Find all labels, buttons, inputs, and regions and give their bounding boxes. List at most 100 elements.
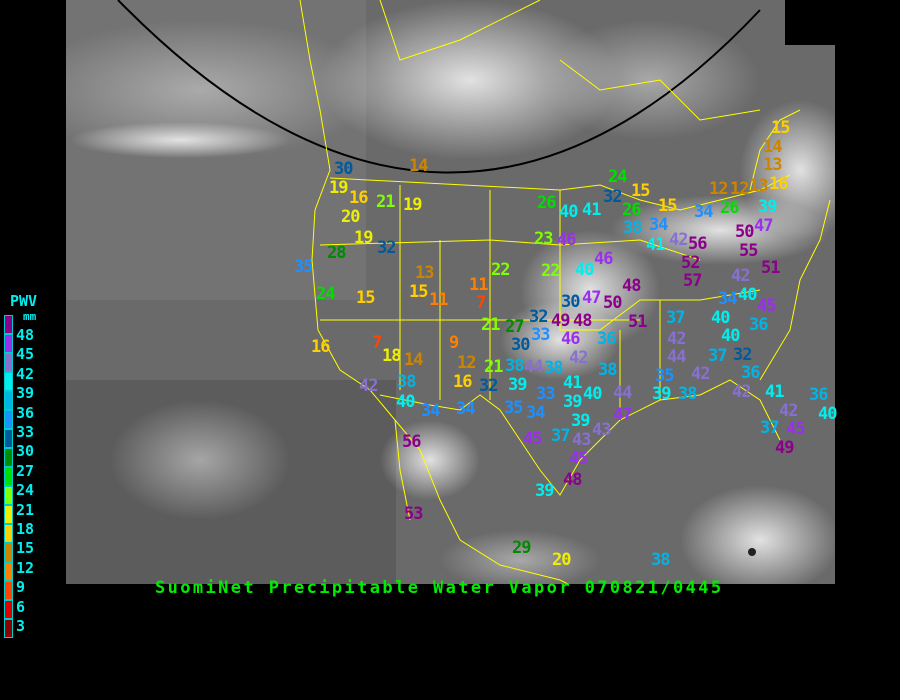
- station-pwv-label: 7: [372, 333, 382, 353]
- station-pwv-label: 46: [594, 249, 614, 269]
- station-pwv-label: 43: [572, 430, 592, 450]
- station-pwv-label: 32: [479, 376, 499, 396]
- station-pwv-label: 48: [622, 276, 642, 296]
- station-pwv-label: 52: [681, 253, 701, 273]
- station-pwv-label: 45: [786, 419, 806, 439]
- station-pwv-label: 47: [582, 288, 602, 308]
- station-pwv-label: 39: [758, 197, 778, 217]
- station-pwv-label: 24: [316, 284, 336, 304]
- station-pwv-label: 13: [749, 176, 769, 196]
- station-pwv-label: 42: [691, 364, 711, 384]
- station-pwv-label: 38: [623, 218, 643, 238]
- colorbar-swatch: [4, 561, 13, 581]
- station-pwv-label: 38: [651, 550, 671, 570]
- colorbar-swatch: [4, 314, 13, 334]
- station-pwv-label: 32: [603, 187, 623, 207]
- station-pwv-label: 18: [382, 346, 402, 366]
- legend-label: 48: [16, 326, 35, 344]
- station-pwv-label: 42: [667, 329, 687, 349]
- station-pwv-label: 45: [523, 429, 543, 449]
- station-pwv-label: 9: [449, 333, 459, 353]
- station-pwv-label: 42: [779, 401, 799, 421]
- station-pwv-label: 42: [359, 376, 379, 396]
- legend-label: 21: [16, 500, 35, 519]
- station-pwv-label: 43: [592, 420, 612, 440]
- station-pwv-label: 20: [341, 207, 361, 227]
- station-pwv-label: 30: [561, 292, 581, 312]
- station-pwv-label: 40: [583, 384, 603, 404]
- legend-unit: mm: [23, 310, 37, 323]
- station-pwv-label: 34: [694, 202, 714, 222]
- station-pwv-label: 14: [409, 156, 429, 176]
- legend-label: 15: [16, 539, 35, 558]
- station-pwv-label: 40: [818, 404, 838, 424]
- station-pwv-label: 39: [563, 392, 583, 412]
- map-title: SuomiNet Precipitable Water Vapor 070821…: [155, 578, 724, 598]
- legend-title: PWV: [10, 292, 38, 310]
- station-pwv-label: 41: [765, 382, 785, 402]
- station-pwv-label: 19: [329, 178, 349, 198]
- station-pwv-label: 21: [376, 192, 396, 212]
- colorbar-swatch: [4, 504, 13, 524]
- legend-label: 42: [16, 364, 35, 383]
- station-pwv-label: 51: [628, 312, 648, 332]
- station-pwv-label: 12: [730, 179, 750, 199]
- station-pwv-label: 27: [505, 317, 525, 337]
- station-pwv-label: 47: [754, 216, 774, 236]
- station-pwv-label: 40: [721, 326, 741, 346]
- station-pwv-label: 26: [537, 193, 557, 213]
- station-pwv-label: 34: [421, 401, 441, 421]
- station-pwv-label: 14: [404, 350, 424, 370]
- station-pwv-label: 22: [491, 260, 511, 280]
- station-pwv-label: 16: [349, 188, 369, 208]
- station-pwv-label: 47: [613, 405, 633, 425]
- station-pwv-label: 40: [738, 285, 758, 305]
- station-pwv-label: 34: [649, 215, 669, 235]
- station-pwv-label: 35: [294, 257, 314, 277]
- station-pwv-label: 48: [573, 311, 593, 331]
- station-pwv-label: 46: [561, 329, 581, 349]
- station-pwv-label: 38: [397, 372, 417, 392]
- station-pwv-label: 16: [453, 372, 473, 392]
- station-pwv-label: 40: [575, 260, 595, 280]
- station-pwv-label: 32: [377, 238, 397, 258]
- station-pwv-label: 11: [469, 275, 489, 295]
- station-pwv-label: 37: [760, 418, 780, 438]
- station-pwv-label: 46: [557, 230, 577, 250]
- station-pwv-label: 37: [708, 346, 728, 366]
- station-pwv-label: 50: [603, 293, 623, 313]
- station-pwv-label: 32: [733, 345, 753, 365]
- colorbar-swatch: [4, 466, 13, 486]
- station-pwv-label: 50: [735, 222, 755, 242]
- satellite-imagery: [66, 0, 835, 584]
- station-pwv-label: 35: [504, 398, 524, 418]
- station-pwv-label: 42: [731, 266, 751, 286]
- station-pwv-label: 30: [334, 159, 354, 179]
- colorbar-swatch: [4, 352, 13, 372]
- station-pwv-label: 15: [356, 288, 376, 308]
- station-pwv-label: 11: [429, 290, 449, 310]
- station-pwv-label: 32: [529, 307, 549, 327]
- station-pwv-label: 42: [732, 382, 752, 402]
- station-pwv-label: 20: [552, 550, 572, 570]
- colorbar-swatch: [4, 599, 13, 619]
- station-pwv-label: 15: [631, 181, 651, 201]
- station-pwv-label: 34: [456, 399, 476, 419]
- political-borders: [299, 0, 831, 584]
- station-pwv-label: 45: [569, 449, 589, 469]
- station-pwv-label: 48: [563, 470, 583, 490]
- station-pwv-label: 33: [531, 325, 551, 345]
- station-pwv-label: 21: [481, 315, 501, 335]
- station-pwv-label: 30: [511, 335, 531, 355]
- station-pwv-label: 15: [658, 196, 678, 216]
- legend-label: 33: [16, 423, 35, 441]
- station-pwv-label: 37: [666, 308, 686, 328]
- colorbar-swatch: [4, 618, 13, 638]
- legend-label: 39: [16, 384, 35, 403]
- station-pwv-label: 39: [535, 481, 555, 501]
- station-pwv-label: 22: [541, 261, 561, 281]
- station-pwv-label: 36: [749, 315, 769, 335]
- station-pwv-label: 53: [404, 504, 424, 524]
- station-pwv-label: 16: [769, 174, 789, 194]
